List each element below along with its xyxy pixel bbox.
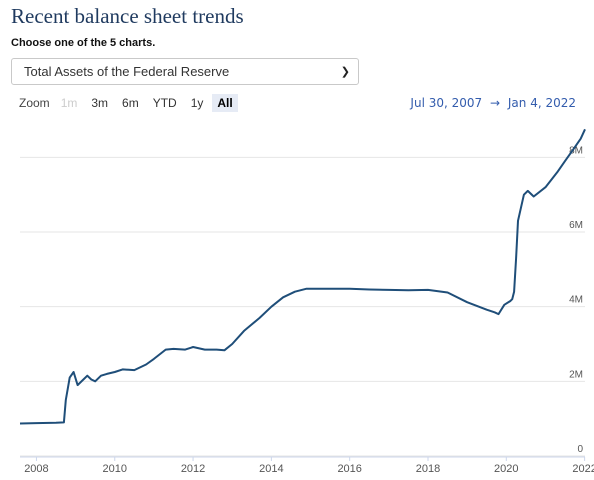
zoom-1m-button[interactable]: 1m bbox=[60, 96, 78, 110]
date-range-separator: → bbox=[489, 96, 501, 110]
x-tick-label: 2012 bbox=[181, 463, 205, 475]
chart-select-dropdown[interactable]: Total Assets of the Federal Reserve ❯ bbox=[11, 58, 359, 85]
x-tick-label: 2008 bbox=[24, 463, 48, 475]
y-tick-label: 6M bbox=[569, 220, 583, 231]
page-title: Recent balance sheet trends bbox=[11, 4, 244, 28]
zoom-ytd-button[interactable]: YTD bbox=[152, 96, 177, 110]
chart-chooser-label: Choose one of the 5 charts. bbox=[11, 37, 156, 49]
x-tick-label: 2016 bbox=[337, 463, 361, 475]
y-tick-label: 2M bbox=[569, 369, 583, 380]
x-tick-label: 2014 bbox=[259, 463, 283, 475]
zoom-1y-button[interactable]: 1y bbox=[190, 96, 204, 110]
x-tick-label: 2022 bbox=[572, 463, 594, 475]
zoom-label: Zoom bbox=[19, 96, 50, 110]
date-range-from[interactable]: Jul 30, 2007 bbox=[410, 96, 483, 110]
chevron-down-icon: ❯ bbox=[340, 66, 350, 78]
date-range: Jul 30, 2007 → Jan 4, 2022 bbox=[408, 96, 578, 110]
chart-select-value: Total Assets of the Federal Reserve bbox=[24, 64, 230, 79]
zoom-all-button[interactable]: All bbox=[212, 94, 238, 112]
range-selector: Zoom 1m 3m 6m YTD 1y All bbox=[19, 94, 242, 112]
x-tick-label: 2020 bbox=[494, 463, 518, 475]
total-assets-series-line bbox=[19, 128, 586, 425]
x-tick-label: 2010 bbox=[103, 463, 127, 475]
zoom-3m-button[interactable]: 3m bbox=[91, 96, 109, 110]
date-range-to[interactable]: Jan 4, 2022 bbox=[507, 96, 576, 110]
x-tick-label: 2018 bbox=[416, 463, 440, 475]
y-tick-label: 8M bbox=[569, 145, 583, 156]
y-tick-label: 0 bbox=[577, 444, 583, 455]
y-tick-label: 4M bbox=[569, 295, 583, 306]
zoom-6m-button[interactable]: 6m bbox=[122, 96, 139, 110]
